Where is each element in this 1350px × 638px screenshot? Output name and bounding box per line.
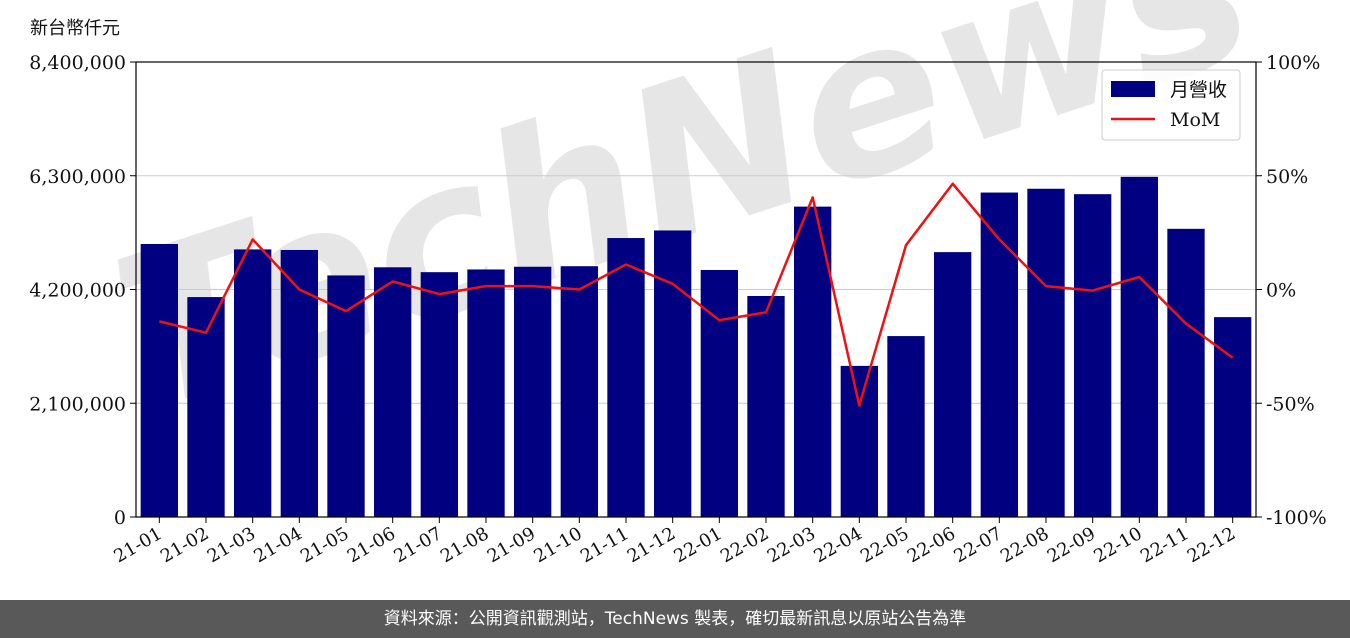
bar	[654, 230, 692, 518]
y-tick-label-right: -50%	[1266, 393, 1315, 415]
bar	[607, 238, 645, 517]
legend-label-revenue: 月營收	[1170, 79, 1227, 101]
bar	[1027, 188, 1065, 517]
bar	[747, 296, 785, 517]
x-tick-label: 22-05	[857, 523, 912, 567]
x-tick-label: 21-04	[250, 523, 305, 567]
bar-series	[140, 176, 1252, 518]
x-tick-label: 22-07	[950, 523, 1005, 567]
mom-line	[159, 182, 1234, 407]
bar	[140, 244, 178, 517]
x-tick-label: 22-08	[997, 523, 1052, 567]
y-tick-label-left: 6,300,000	[29, 166, 126, 188]
bar	[887, 336, 925, 517]
x-tick-label: 21-02	[157, 523, 212, 567]
y-tick-label-left: 2,100,000	[29, 393, 126, 415]
x-tick-label: 21-01	[110, 523, 165, 567]
x-tick-label: 22-01	[670, 523, 725, 567]
x-tick-label: 21-07	[390, 523, 445, 567]
y-tick-label-left: 4,200,000	[29, 280, 126, 302]
x-tick-label: 22-09	[1044, 523, 1099, 567]
x-tick-label: 22-11	[1137, 523, 1192, 567]
bar	[560, 266, 598, 517]
bar	[1214, 317, 1252, 517]
bar	[1074, 194, 1112, 517]
x-tick-label: 21-05	[297, 523, 352, 567]
source-footer: 資料來源：公開資訊觀測站，TechNews 製表，確切最新訊息以原站公告為準	[0, 600, 1350, 638]
x-tick-label: 21-11	[577, 523, 632, 567]
y-axis-unit-label: 新台幣仟元	[30, 18, 120, 39]
x-tick-label: 22-02	[717, 523, 772, 567]
bar	[327, 275, 365, 517]
legend: 月營收 MoM	[1101, 69, 1241, 141]
x-tick-label: 21-03	[204, 523, 259, 567]
x-tick-label: 21-06	[344, 523, 399, 567]
x-tick-label: 21-08	[437, 523, 492, 567]
bar	[234, 249, 272, 517]
bar	[934, 252, 972, 517]
bar	[1120, 176, 1158, 518]
y-tick-label-right: -100%	[1266, 507, 1327, 529]
legend-swatch-bar	[1111, 81, 1155, 97]
bar	[467, 269, 505, 517]
mom-line-series	[159, 182, 1234, 407]
x-tick-label: 22-10	[1090, 523, 1145, 567]
x-tick-label: 21-10	[530, 523, 585, 567]
bar	[980, 192, 1018, 517]
y-tick-label-left: 8,400,000	[29, 52, 126, 74]
legend-label-mom: MoM	[1170, 109, 1220, 131]
bar	[514, 266, 552, 517]
bar	[420, 272, 458, 517]
y-tick-label-right: 100%	[1266, 52, 1320, 74]
y-tick-label-left: 0	[114, 507, 126, 529]
x-tick-label: 21-09	[484, 523, 539, 567]
bar	[700, 270, 738, 517]
x-tick-label: 22-06	[904, 523, 959, 567]
bar	[374, 267, 412, 517]
y-tick-label-right: 0%	[1266, 280, 1296, 302]
y-tick-label-right: 50%	[1266, 166, 1308, 188]
x-tick-label: 21-12	[624, 523, 679, 567]
x-tick-label: 22-03	[764, 523, 819, 567]
x-tick-label: 22-04	[810, 523, 865, 567]
x-tick-label: 22-12	[1184, 523, 1239, 567]
chart: TechNews 02,100,0004,200,0006,300,0008,4…	[29, 0, 1327, 567]
bar	[840, 365, 878, 517]
bar	[1167, 228, 1205, 518]
